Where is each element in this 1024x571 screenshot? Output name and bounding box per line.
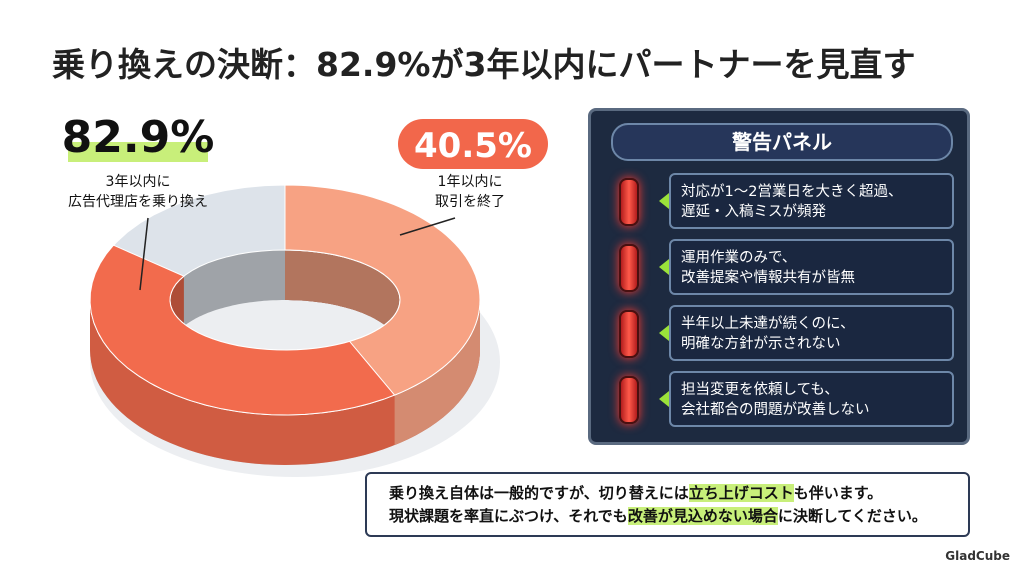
value-highlight (68, 142, 208, 162)
alert-text: 担当変更を依頼しても、 (681, 382, 839, 398)
ring-outer-wall (394, 300, 480, 446)
category-label-line: 取引を終了 (435, 194, 505, 210)
ring-inner-wall (170, 250, 285, 350)
note-text: 乗り換え自体は一般的ですが、切り替えには (389, 484, 689, 502)
alert-text: 明確な方針が示されない (681, 336, 841, 352)
callout-line (399, 217, 456, 236)
alert-text: 対応が1～2営業日を大きく超過、 (681, 184, 903, 200)
note-line: 現状課題を率直にぶつけ、それでも改善が見込めない場合に決断してください。 (389, 505, 946, 528)
alert-text: 半年以上未達が続くのに、 (681, 316, 855, 332)
warning-panel: 警告パネル 対応が1～2営業日を大きく超過、 遅延・入稿ミスが頻発 運用作業のみで、… (588, 108, 970, 445)
note-text: も伴います。 (793, 484, 883, 502)
alert-text: 会社都合の問題が改善しない (681, 402, 870, 418)
ring-inner-wall (285, 250, 400, 350)
alert-text: 遅延・入稿ミスが頻発 (681, 204, 826, 220)
note-text: に決断してください。 (777, 507, 927, 525)
alert-text: 運用作業のみで、 (681, 250, 797, 266)
category-label-line: 1年以内に (438, 174, 503, 190)
value-pill (398, 119, 548, 169)
value-label: 40.5% (414, 126, 532, 166)
category-label: 1年以内に取引を終了 (435, 174, 505, 210)
alert-item: 運用作業のみで、改善提案や情報共有が皆無 (659, 239, 954, 295)
category-label: 3年以内に広告代理店を乗り換え (68, 174, 208, 210)
alert-text: 改善提案や情報共有が皆無 (681, 270, 855, 286)
callout-line (139, 217, 149, 291)
note: 乗り換え自体は一般的ですが、切り替えには立ち上げコストも伴います。 現状課題を率直… (365, 472, 970, 537)
note-text: 現状課題を率直にぶつけ、それでも (389, 507, 628, 525)
alert-item: 対応が1～2営業日を大きく超過、 遅延・入稿ミスが頻発 (659, 173, 954, 229)
alert-icon (619, 178, 639, 226)
chart: 82.9% 3年以内に広告代理店を乗り換え 40.5% 1年以内に取引を終了 (62, 112, 548, 477)
value-label: 82.9% (62, 112, 215, 163)
category-label-line: 広告代理店を乗り換え (68, 194, 208, 210)
alert-item: 担当変更を依頼しても、会社都合の問題が改善しない (659, 371, 954, 427)
alert-icon (619, 244, 639, 292)
alert-icon (619, 376, 639, 424)
category-label-line: 3年以内に (106, 174, 171, 190)
alert-icon (619, 310, 639, 358)
page-title: 乗り換えの決断：82.9%が3年以内にパートナーを見直す (52, 45, 916, 84)
logo: GladCube (945, 549, 1010, 563)
ring-outer-wall (90, 300, 480, 465)
note-line: 乗り換え自体は一般的ですが、切り替えには立ち上げコストも伴います。 (389, 482, 946, 505)
note-text: 改善が見込めない場合 (627, 507, 778, 525)
alert-item: 半年以上未達が続くのに、 明確な方針が示されない (659, 305, 954, 361)
panel-title: 警告パネル (611, 123, 953, 161)
note-text: 立ち上げコスト (688, 484, 794, 502)
